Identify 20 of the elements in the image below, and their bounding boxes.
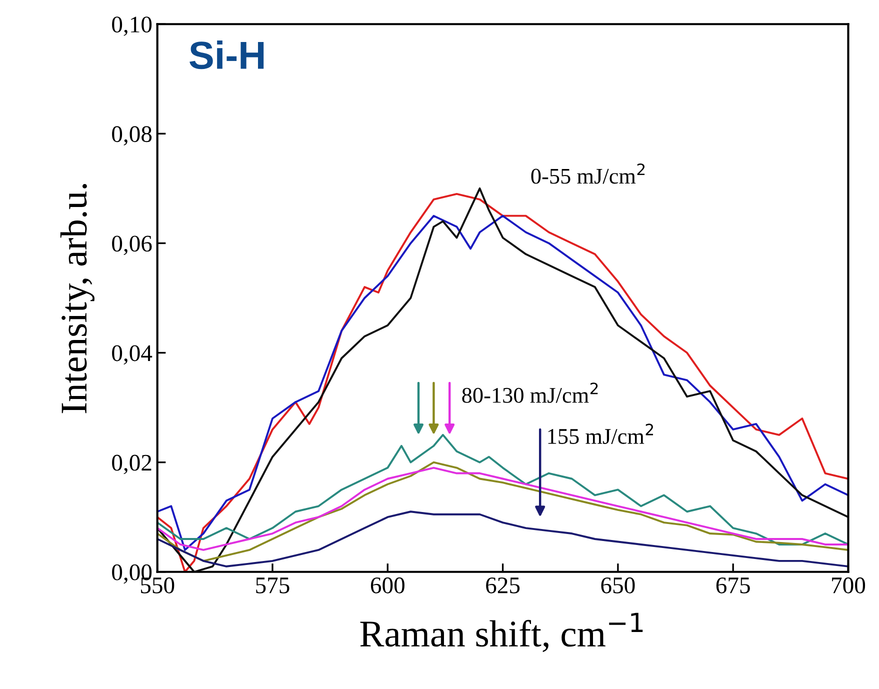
x-tick-label: 675 — [716, 577, 750, 594]
line-series — [157, 461, 848, 562]
annotation: 80-130 mJ/cm$^{2}$ — [462, 382, 598, 403]
x-tick-label: 700 — [832, 577, 866, 594]
y-tick-label: 0,10 — [112, 16, 152, 36]
x-tick-label: 575 — [256, 578, 290, 594]
x-axis-title: Raman shift, cm$^{−1}$ — [360, 612, 643, 652]
y-tick-label: 0,02 — [112, 454, 152, 474]
y-tick-label: 0,04 — [112, 345, 152, 365]
annotation: 0-55 mJ/cm$^{2}$ — [531, 163, 645, 184]
annotation: 155 mJ/cm$^{2}$ — [548, 424, 654, 444]
y-tick-label: 0,06 — [112, 236, 152, 256]
line-series — [157, 466, 848, 551]
x-tick-label: 600 — [370, 577, 404, 594]
line-series — [157, 510, 848, 568]
x-tick-label: 625 — [486, 577, 520, 594]
chart-title: Si-H — [190, 40, 264, 70]
x-tick-label: 650 — [601, 577, 635, 594]
y-axis-title: Intensity, arb.u. — [60, 184, 94, 414]
y-tick-label: 0,08 — [112, 126, 152, 146]
